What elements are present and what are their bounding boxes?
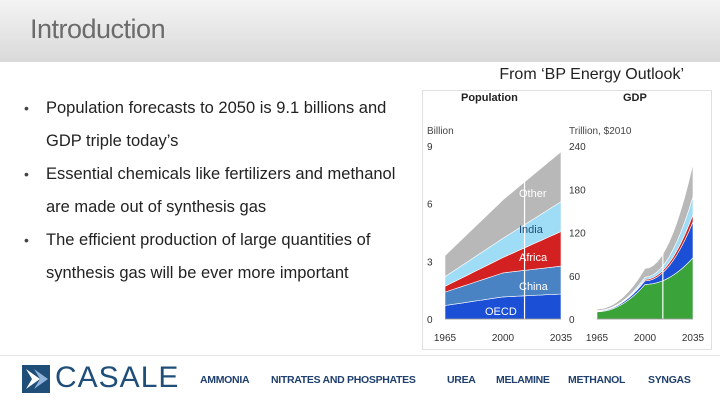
nav-link-methanol[interactable]: METHANOL	[568, 374, 626, 386]
bullet-icon: •	[24, 100, 29, 116]
y-tick-label: 6	[427, 200, 433, 211]
y-tick-label: 120	[569, 229, 586, 240]
bullet-text: Essential chemicals like fertilizers and…	[46, 165, 396, 216]
nav-link-ammonia[interactable]: AMMONIA	[200, 374, 250, 386]
nav-link-urea[interactable]: UREA	[447, 374, 476, 386]
bullet-icon: •	[24, 166, 29, 182]
bullet-item: • Essential chemicals like fertilizers a…	[22, 158, 417, 223]
bullet-icon: •	[24, 232, 29, 248]
x-tick-label: 2000	[634, 333, 657, 344]
series-label-africa: Africa	[519, 252, 548, 264]
area-other-population	[444, 151, 562, 277]
footer: CASALE AMMONIA NITRATES AND PHOSPHATES U…	[0, 355, 720, 406]
title-bar	[0, 0, 720, 62]
nav-link-melamine[interactable]: MELAMINE	[496, 374, 550, 386]
y-tick-label: 60	[569, 272, 581, 283]
x-tick-label: 2035	[682, 333, 705, 344]
nav-link-nitrates-and-phosphates[interactable]: NITRATES AND PHOSPHATES	[271, 374, 416, 386]
series-label-china: China	[519, 281, 549, 293]
y-tick-label: 0	[427, 315, 433, 326]
x-tick-label: 2000	[492, 333, 515, 344]
area-other-gdp	[596, 163, 694, 311]
source-caption: From ‘BP Energy Outlook’	[499, 66, 684, 83]
casale-logo-icon	[22, 365, 50, 393]
bullet-item: • Population forecasts to 2050 is 9.1 bi…	[22, 92, 417, 157]
series-label-oecd: OECD	[485, 306, 517, 318]
y-tick-label: 3	[427, 257, 433, 268]
y-tick-label: 240	[569, 142, 586, 153]
logo-text: CASALE	[55, 361, 180, 394]
slide-title: Introduction	[30, 14, 166, 44]
x-tick-label: 2035	[550, 333, 573, 344]
y-axis-label: Billion	[427, 126, 454, 137]
bullet-list: • Population forecasts to 2050 is 9.1 bi…	[22, 92, 417, 290]
chart-title: Population	[461, 92, 518, 104]
bp-outlook-figure: Population Billion 0 3 6 9 1965 2000 2035 GDP Tril…	[422, 90, 712, 350]
series-label-other: Other	[519, 188, 547, 200]
x-tick-label: 1965	[586, 333, 609, 344]
x-tick-label: 1965	[434, 333, 457, 344]
chart-title: GDP	[623, 92, 647, 104]
y-axis-label: Trillion, $2010	[569, 126, 632, 137]
bullet-item: • The efficient production of large quan…	[22, 224, 417, 289]
y-tick-label: 180	[569, 185, 586, 196]
y-tick-label: 9	[427, 142, 433, 153]
nav-link-syngas[interactable]: SYNGAS	[648, 374, 691, 386]
bullet-text: The efficient production of large quanti…	[46, 231, 371, 282]
y-tick-label: 0	[569, 315, 575, 326]
charts-svg: Population Billion 0 3 6 9 1965 2000 2035 GDP Tril…	[427, 92, 705, 344]
series-label-india: India	[519, 224, 544, 236]
bullet-text: Population forecasts to 2050 is 9.1 bill…	[46, 99, 387, 150]
